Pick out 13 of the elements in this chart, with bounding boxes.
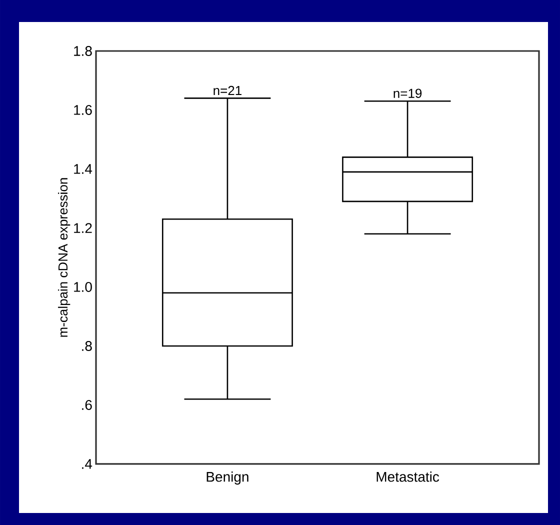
y-tick-label: 1.0 <box>74 282 92 292</box>
x-tick-label: Metastatic <box>376 472 440 482</box>
annotation: n=19 <box>394 88 422 98</box>
y-tick-label: 1.6 <box>74 105 92 115</box>
y-tick-label: 1.8 <box>74 46 92 56</box>
y-axis-title: m-calpain cDNA expression <box>58 178 70 337</box>
annotation: n=21 <box>214 86 242 95</box>
y-tick-label: 1.4 <box>74 164 92 174</box>
y-tick-label: .4 <box>82 459 92 469</box>
y-tick-label: .6 <box>82 400 92 410</box>
x-tick-label: Benign <box>206 472 248 485</box>
y-tick-label: .8 <box>82 341 92 351</box>
y-tick-label: 1.2 <box>74 223 92 233</box>
